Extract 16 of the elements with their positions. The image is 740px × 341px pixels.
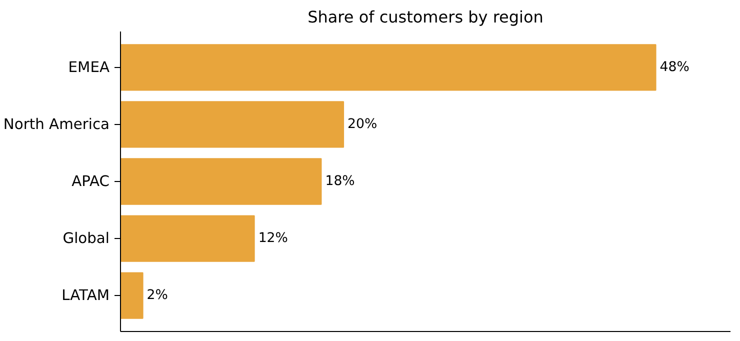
data-label: 48% [660,60,690,75]
data-label: 18% [325,174,355,189]
bar [120,44,656,91]
bar [120,215,255,262]
bar [120,101,344,148]
data-label: 12% [258,231,288,246]
y-tick-label: APAC [72,173,110,190]
y-tick-label: LATAM [62,287,110,304]
bar [120,272,144,319]
data-label: 20% [348,116,378,132]
data-label: 2% [146,288,168,304]
chart-title: Share of customers by region [308,8,544,26]
bar [120,158,322,205]
y-tick-label: EMEA [68,58,110,76]
y-tick-label: North America [3,116,110,133]
y-tick-label: Global [62,230,110,248]
